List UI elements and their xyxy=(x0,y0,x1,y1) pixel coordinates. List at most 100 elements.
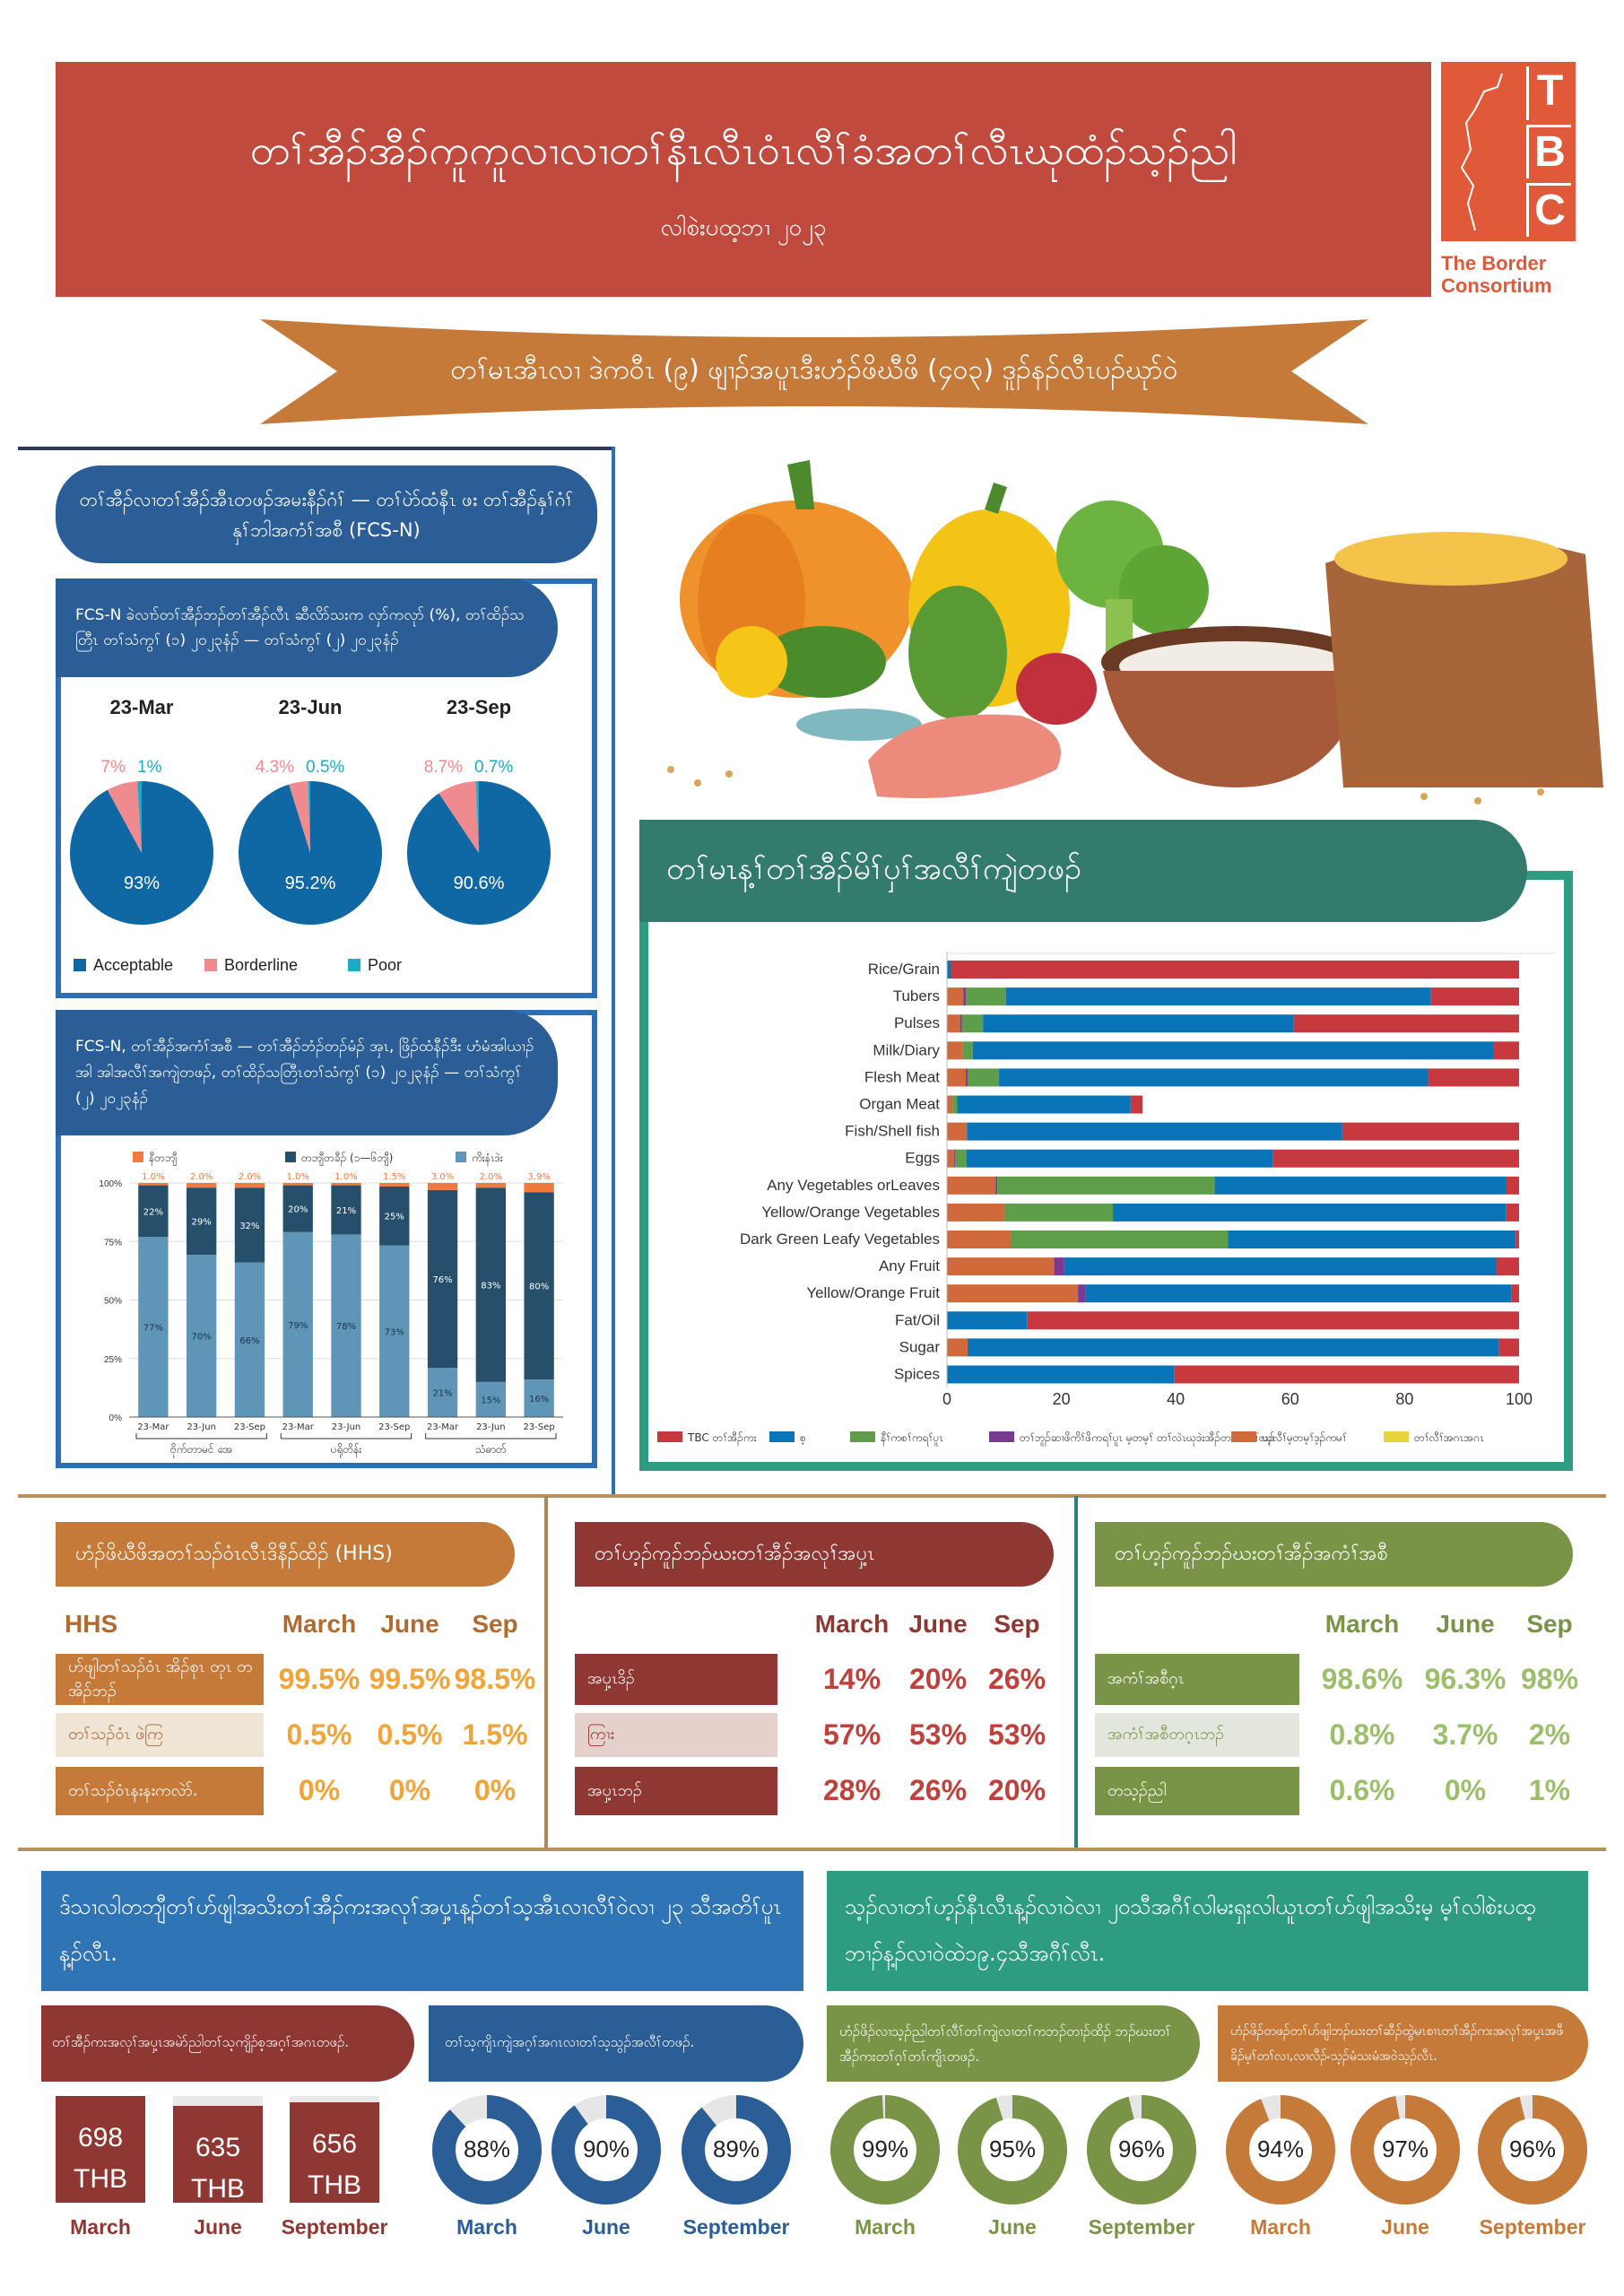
segment-label: 20% xyxy=(288,1205,308,1215)
legend-swatch xyxy=(657,1431,682,1442)
y-tick-label: 25% xyxy=(104,1355,122,1365)
table-cell: 26% xyxy=(987,1662,1046,1695)
food-bar-segment xyxy=(1054,1257,1064,1276)
donut-chart xyxy=(682,2095,791,2205)
category-label: Flesh Meat xyxy=(864,1068,940,1085)
cost-bar: 656 THB xyxy=(290,2102,379,2203)
donut-fill xyxy=(432,2095,542,2205)
food-bar-segment xyxy=(947,1068,967,1087)
fcs-title: တၢ်အီၣ်လၢတၢ်အီၣ်အီၤတဖၣ်အမးနီၣ်ဂံၢ် — တၢ်… xyxy=(56,465,597,563)
category-label: Fish/Shell fish xyxy=(845,1123,940,1140)
table-cell: 98.6% xyxy=(1321,1662,1403,1695)
month-label: September xyxy=(682,2215,790,2239)
segment-label: 1.0% xyxy=(287,1172,309,1182)
legend-label: တၢ်ဘူၣ်ဆၢဖိကိၢ်ဖိကရၢ်ပူၤ မ့တမ့ၢ် တၢ်လဲၤဃ… xyxy=(1020,1431,1275,1447)
food-bar-segment xyxy=(1506,1176,1519,1195)
segment-label: 25% xyxy=(385,1213,404,1222)
table-cell: 1.5% xyxy=(462,1718,528,1751)
table-cell: 0% xyxy=(473,1774,517,1806)
table-cell: 0.5% xyxy=(377,1718,443,1751)
page-title: တၢ်အီၣ်အီၣ်ကူကူလၢလၢတၢ်နီၤလီၤဝံၤလီၢ်ခံအတၢ… xyxy=(249,126,1238,174)
food-bar-segment xyxy=(953,1149,955,1168)
legend-label: TBC တၢ်အီၣ်ကး xyxy=(687,1431,757,1447)
food-bar-segment xyxy=(961,1014,984,1033)
legend-label: ကိးနံၤဒဲး xyxy=(472,1151,503,1167)
food-bar-segment xyxy=(954,1149,967,1168)
food-bar-segment xyxy=(967,1122,1342,1141)
table-row-label: အကံၢ်အစီဂ့ၤ xyxy=(1095,1654,1299,1705)
food-bar-segment xyxy=(1085,1284,1512,1303)
pie-slice-poor xyxy=(137,781,142,853)
stacked-bar-segment xyxy=(282,1183,313,1186)
segment-label: 3.9% xyxy=(527,1172,550,1182)
group-label: ဗိုက်တာမင် အေ xyxy=(170,1442,233,1458)
stacked-bar-segment xyxy=(379,1183,410,1187)
food-bar-segment xyxy=(1113,1203,1507,1222)
food-bar-segment xyxy=(1064,1257,1497,1276)
legend-swatch xyxy=(1231,1431,1256,1442)
x-tick-label: 100 xyxy=(1506,1390,1533,1408)
stacked-bar-segment xyxy=(331,1185,361,1235)
donut-fill xyxy=(1478,2095,1587,2205)
stacked-bar-segment xyxy=(331,1183,361,1186)
donut-percent: 95% xyxy=(988,2135,1037,2162)
month-label: March xyxy=(855,2215,916,2239)
lasted-label: ဟံၣ်ဖိၣ်တဖၣ်တၢ်ဟ်ဖျါဘၣ်ဃးတၢ်ဆီၣ်ထွဲမၤစၢၤ… xyxy=(1218,2005,1588,2082)
stacked-bar-segment xyxy=(234,1262,265,1417)
table-cell: 99.5% xyxy=(369,1662,451,1695)
category-label: Fat/Oil xyxy=(895,1311,940,1328)
food-bar-segment xyxy=(983,1014,1294,1033)
stacked-bar-segment xyxy=(427,1189,458,1369)
legend-swatch xyxy=(133,1152,143,1162)
legend-swatch xyxy=(204,959,217,971)
month-label: June xyxy=(988,2215,1037,2239)
table-cell: 98.5% xyxy=(454,1662,536,1695)
segment-label: 2.0% xyxy=(239,1172,261,1182)
column-header: Sep xyxy=(994,1610,1040,1638)
sack-icon xyxy=(1325,532,1603,787)
pie-title: 23-Mar xyxy=(110,696,174,718)
table-cell: 53% xyxy=(987,1718,1046,1751)
donut-chart xyxy=(551,2095,661,2205)
legend-label: စ့ xyxy=(800,1431,806,1445)
stacked-bar-segment xyxy=(331,1234,361,1417)
table-cell: 0.5% xyxy=(286,1718,352,1751)
pie-label-borderline: 8.7% xyxy=(424,758,463,777)
food-bar-segment xyxy=(947,1231,1012,1248)
food-bar-segment xyxy=(1496,1257,1519,1276)
food-bar-segment xyxy=(966,1068,968,1087)
group-bracket xyxy=(425,1433,557,1439)
segment-label: 76% xyxy=(432,1275,452,1285)
table-row-label: အပှ့ၤဒိၣ် xyxy=(575,1654,777,1705)
column-header: March xyxy=(282,1610,357,1638)
pie-slice-poor xyxy=(308,781,310,853)
segment-label: 3.0% xyxy=(431,1172,454,1182)
category-label: Tubers xyxy=(893,987,940,1004)
logo-name: The Border Consortium xyxy=(1441,252,1552,297)
hhs-table-title: ဟံၣ်ဖိဃီဖိအတၢ်သၣ်ဝံၤလီၤဒိနီၣ်ထိၣ် (HHS) xyxy=(56,1522,515,1587)
segment-label: 1.5% xyxy=(383,1172,405,1182)
table-cell: 96.3% xyxy=(1424,1662,1507,1695)
month-label: June xyxy=(1381,2215,1429,2239)
stacked-bar-segment xyxy=(379,1245,410,1417)
food-bar-segment xyxy=(1011,1231,1229,1248)
table-cell: 53% xyxy=(908,1718,968,1751)
donut-chart xyxy=(1087,2095,1196,2205)
segment-label: 1.0% xyxy=(334,1172,357,1182)
food-bar-segment xyxy=(947,1284,1079,1303)
food-bar-segment xyxy=(1272,1149,1519,1168)
segment-label: 79% xyxy=(288,1321,308,1331)
stacked-bar-segment xyxy=(138,1237,169,1417)
beet-icon xyxy=(1016,653,1097,725)
category-label: Yellow/Orange Fruit xyxy=(806,1284,940,1301)
access-label: တၢ်သ့ကျိၤကျဲအဂ့ၢ်အဂၤလၢတၢ်သ့သွၣ်အလီၢ်တဖၣ်… xyxy=(429,2005,803,2082)
price-table-title: တၢ်ဟ့ၣ်ကူၣ်ဘၣ်ဃးတၢ်အီၣ်အလုၢ်အပှ့ၤ xyxy=(575,1522,1054,1587)
group-bracket xyxy=(135,1433,267,1439)
donut-fill xyxy=(830,2095,940,2205)
month-label: March xyxy=(70,2215,131,2239)
food-illustration xyxy=(667,460,1603,804)
x-tick-label: 23-Sep xyxy=(378,1422,410,1432)
segment-label: 78% xyxy=(336,1322,356,1332)
donut-chart xyxy=(432,2095,542,2205)
table-cell: 2% xyxy=(1528,1718,1571,1751)
